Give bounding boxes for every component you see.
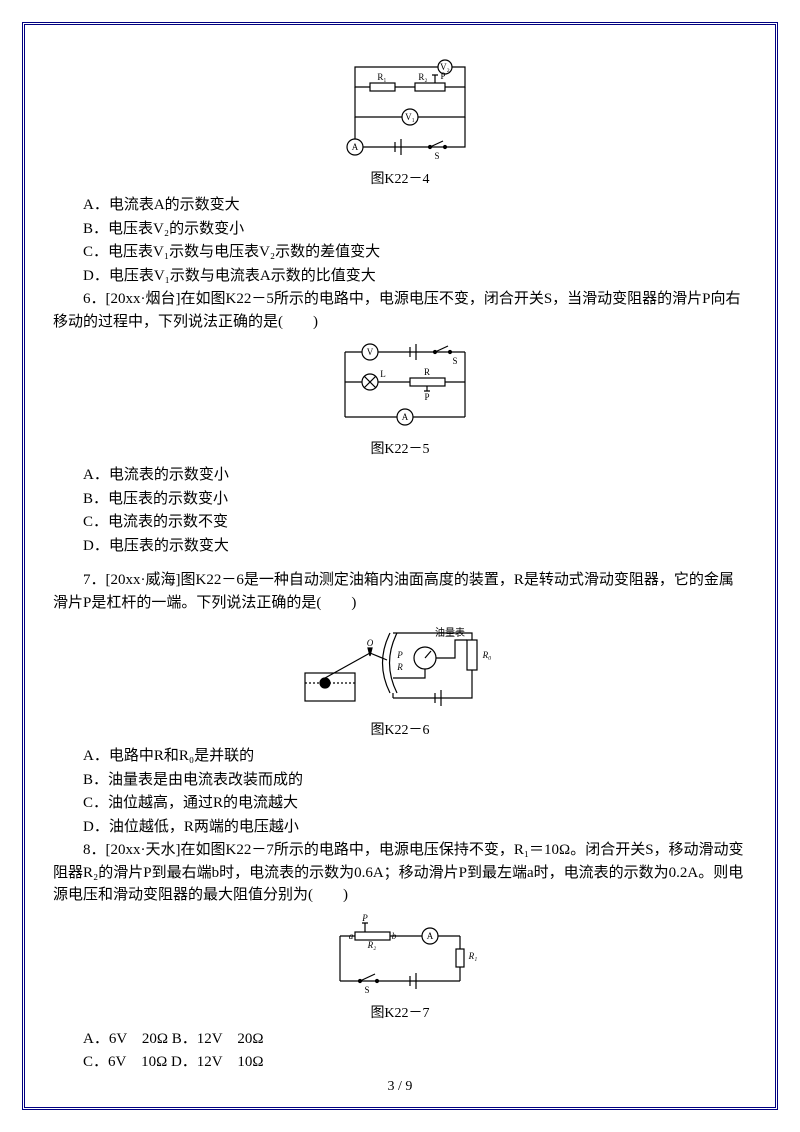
caption-k22-4: 图K22－4 bbox=[53, 169, 747, 190]
label-r6: R bbox=[396, 662, 403, 672]
page-number: 3 / 9 bbox=[25, 1076, 775, 1097]
label-a7l: a bbox=[349, 931, 354, 941]
label-l5: L bbox=[380, 369, 386, 379]
label-a5: A bbox=[402, 412, 409, 422]
page-border: V₂ R₁ R₂ P V₁ A S 图K22－4 A．电流表A的示数变大 B．电… bbox=[22, 22, 778, 1110]
label-s7: S bbox=[364, 985, 369, 995]
figure-k22-6: O P R R₀ 油量表 图K22－6 bbox=[53, 618, 747, 741]
q7-option-b: B．油量表是由电流表改装而成的 bbox=[53, 769, 747, 792]
label-r06: R₀ bbox=[482, 650, 492, 660]
content: V₂ R₁ R₂ P V₁ A S 图K22－4 A．电流表A的示数变大 B．电… bbox=[53, 57, 747, 1074]
figure-k22-5: V S L R P A 图K22－5 bbox=[53, 337, 747, 460]
label-r17: R₁ bbox=[468, 951, 478, 961]
label-p6: P bbox=[396, 650, 403, 660]
circuit-k22-4: V₂ R₁ R₂ P V₁ A S bbox=[315, 57, 485, 167]
q6-option-c: C．电流表的示数不变 bbox=[53, 511, 747, 534]
q6-stem: 6．[20xx·烟台]在如图K22－5所示的电路中，电源电压不变，闭合开关S，当… bbox=[53, 288, 747, 333]
label-p5: P bbox=[424, 392, 429, 402]
label-v1: V₁ bbox=[405, 112, 415, 122]
q5-option-d: D．电压表V₁示数与电流表A示数的比值变大 bbox=[53, 265, 747, 288]
q6-option-a: A．电流表的示数变小 bbox=[53, 464, 747, 487]
label-r2: R₂ bbox=[418, 72, 427, 82]
label-p4: P bbox=[440, 71, 445, 81]
label-o6: O bbox=[367, 638, 374, 648]
label-s4: S bbox=[434, 151, 439, 161]
label-r27: R₂ bbox=[367, 940, 377, 950]
q5-option-c: C．电压表V₁示数与电压表V₂示数的差值变大 bbox=[53, 241, 747, 264]
caption-k22-7: 图K22－7 bbox=[53, 1003, 747, 1024]
label-v5: V bbox=[367, 347, 374, 357]
label-a4: A bbox=[352, 142, 359, 152]
q7-option-c: C．油位越高，通过R的电流越大 bbox=[53, 792, 747, 815]
q7-option-d: D．油位越低，R两端的电压越小 bbox=[53, 816, 747, 839]
q7-option-a: A．电路中R和R₀是并联的 bbox=[53, 745, 747, 768]
caption-k22-5: 图K22－5 bbox=[53, 439, 747, 460]
circuit-k22-6: O P R R₀ 油量表 bbox=[295, 618, 505, 718]
q8-stem: 8．[20xx·天水]在如图K22－7所示的电路中，电源电压保持不变，R₁＝10… bbox=[53, 839, 747, 907]
label-a7: A bbox=[427, 931, 434, 941]
q7-stem: 7．[20xx·威海]图K22－6是一种自动测定油箱内油面高度的装置，R是转动式… bbox=[53, 569, 747, 614]
label-gauge6: 油量表 bbox=[435, 626, 465, 639]
q5-option-a: A．电流表A的示数变大 bbox=[53, 194, 747, 217]
label-s5: S bbox=[452, 356, 457, 366]
label-r5: R bbox=[424, 367, 430, 377]
figure-k22-7: P a R₂ b A R₁ S 图K22－7 bbox=[53, 911, 747, 1024]
q6-option-d: D．电压表的示数变大 bbox=[53, 535, 747, 558]
label-p7: P bbox=[361, 913, 368, 923]
circuit-k22-7: P a R₂ b A R₁ S bbox=[315, 911, 485, 1001]
q8-option-cd: C．6V 10Ω D．12V 10Ω bbox=[53, 1051, 747, 1074]
q8-option-ab: A．6V 20Ω B．12V 20Ω bbox=[53, 1028, 747, 1051]
label-b7: b bbox=[392, 931, 397, 941]
label-r1: R₁ bbox=[377, 72, 386, 82]
circuit-k22-5: V S L R P A bbox=[315, 337, 485, 437]
figure-k22-4: V₂ R₁ R₂ P V₁ A S 图K22－4 bbox=[53, 57, 747, 190]
q6-option-b: B．电压表的示数变小 bbox=[53, 488, 747, 511]
caption-k22-6: 图K22－6 bbox=[53, 720, 747, 741]
q5-option-b: B．电压表V₂的示数变小 bbox=[53, 218, 747, 241]
